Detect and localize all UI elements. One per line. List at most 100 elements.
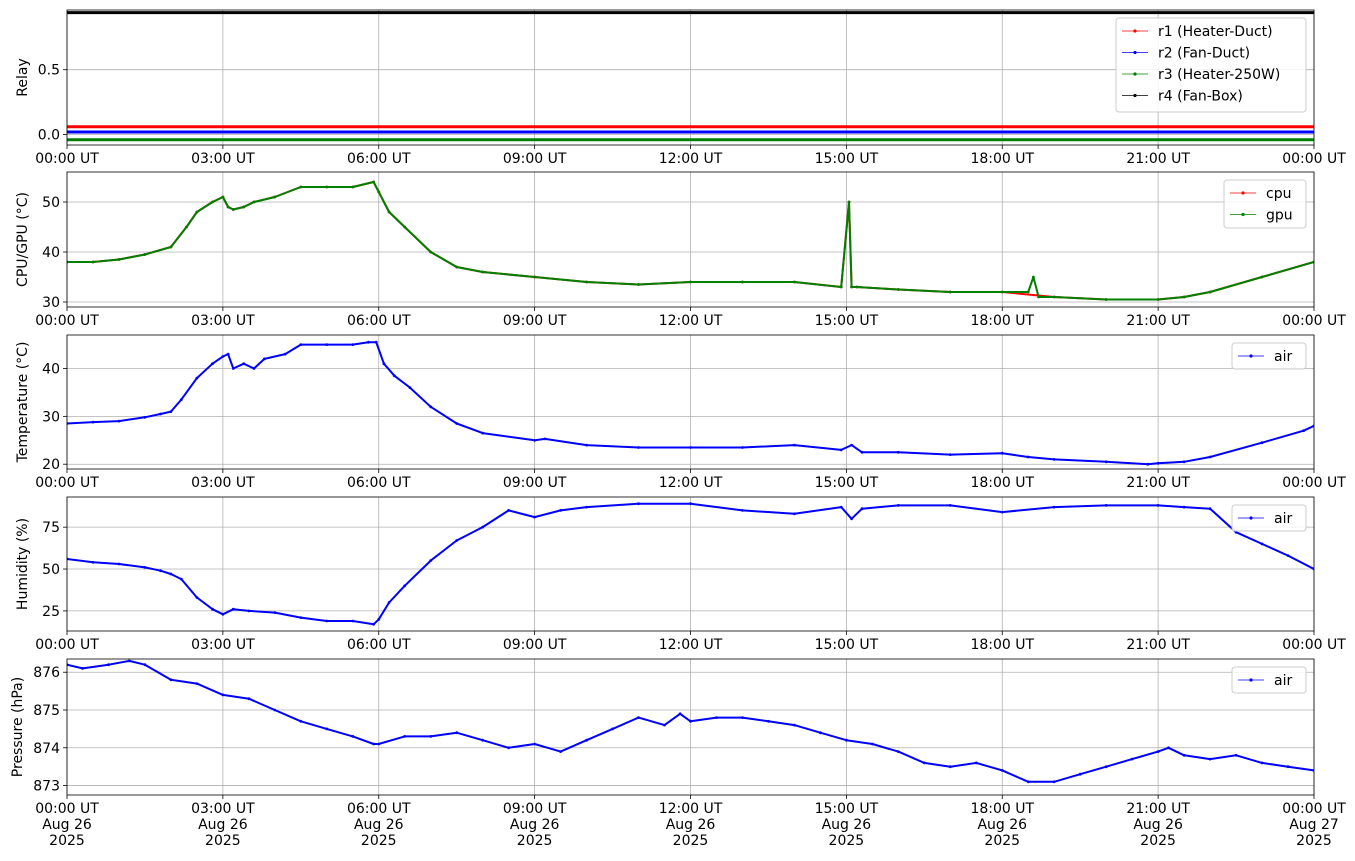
x-tick-label: 03:00 UT bbox=[191, 151, 255, 167]
data-point bbox=[481, 525, 485, 529]
legend-marker bbox=[1133, 93, 1137, 98]
data-point bbox=[637, 283, 640, 286]
data-point bbox=[559, 750, 562, 753]
data-point bbox=[143, 566, 147, 569]
data-point bbox=[273, 611, 277, 614]
legend: r1 (Heater-Duct) r2 (Fan-Duct) r3 (Heater-… bbox=[1115, 17, 1307, 113]
y-tick-label: 75 bbox=[42, 520, 60, 536]
data-point bbox=[221, 195, 225, 199]
data-point bbox=[231, 367, 235, 370]
data-point bbox=[242, 362, 246, 366]
data-point bbox=[533, 275, 536, 279]
data-point bbox=[273, 708, 277, 712]
legend-marker bbox=[1133, 29, 1137, 33]
data-point bbox=[948, 290, 952, 294]
data-point bbox=[896, 504, 900, 507]
x-tick-label: 06:00 UT bbox=[347, 801, 411, 817]
x-tick-label: Aug 26 bbox=[42, 817, 92, 833]
data-point bbox=[1026, 290, 1030, 294]
y-tick-label: 30 bbox=[42, 295, 60, 311]
x-tick-label: 12:00 UT bbox=[659, 637, 723, 653]
data-point bbox=[403, 735, 407, 738]
x-tick-label: 2025 bbox=[49, 833, 85, 849]
data-point bbox=[143, 253, 147, 256]
data-point bbox=[611, 727, 614, 731]
x-tick-label: 06:00 UT bbox=[347, 637, 411, 653]
data-point bbox=[741, 716, 744, 719]
data-point bbox=[1260, 542, 1264, 546]
x-tick-label: 18:00 UT bbox=[970, 637, 1034, 653]
data-point bbox=[195, 682, 199, 685]
data-point bbox=[896, 288, 900, 291]
data-point bbox=[325, 727, 329, 731]
data-point bbox=[1078, 772, 1082, 776]
data-point bbox=[283, 352, 287, 356]
data-point bbox=[226, 352, 230, 356]
data-point bbox=[1104, 298, 1108, 301]
data-point bbox=[299, 719, 303, 723]
data-point bbox=[351, 343, 355, 346]
x-tick-label: 15:00 UT bbox=[815, 637, 879, 653]
data-point bbox=[543, 437, 547, 441]
data-point bbox=[1052, 780, 1056, 784]
legend-frame bbox=[1231, 666, 1307, 694]
data-point bbox=[351, 619, 355, 623]
data-point bbox=[741, 509, 744, 512]
data-point bbox=[273, 195, 277, 199]
data-point bbox=[1208, 507, 1212, 511]
data-point bbox=[767, 719, 770, 723]
data-point bbox=[507, 509, 510, 512]
x-tick-label: 2025 bbox=[205, 833, 241, 849]
data-point bbox=[387, 210, 391, 214]
data-point bbox=[559, 509, 562, 512]
data-point bbox=[948, 765, 952, 769]
x-tick-label: 00:00 UT bbox=[35, 637, 99, 653]
data-point bbox=[169, 410, 173, 413]
x-tick-label: 18:00 UT bbox=[970, 801, 1034, 817]
x-tick-label: 21:00 UT bbox=[1126, 801, 1190, 817]
x-tick-label: 2025 bbox=[361, 833, 397, 849]
data-point bbox=[377, 617, 381, 621]
data-point bbox=[819, 731, 822, 735]
y-tick-label: 0.0 bbox=[38, 128, 60, 144]
data-point bbox=[169, 245, 173, 249]
x-tick-label: 00:00 UT bbox=[35, 313, 99, 329]
data-point bbox=[299, 616, 303, 619]
data-point bbox=[481, 270, 485, 274]
data-point bbox=[533, 438, 536, 442]
x-tick-label: 15:00 UT bbox=[815, 313, 879, 329]
data-point bbox=[455, 539, 459, 542]
y-tick-label: 0.5 bbox=[38, 63, 60, 79]
data-point bbox=[403, 225, 407, 229]
x-tick-label: 00:00 UT bbox=[1282, 475, 1346, 491]
y-tick-label: 40 bbox=[42, 245, 60, 261]
y-tick-label: 20 bbox=[42, 457, 60, 473]
data-point bbox=[403, 584, 407, 588]
data-point bbox=[1182, 505, 1186, 509]
data-point bbox=[429, 405, 433, 409]
x-tick-label: Aug 26 bbox=[1133, 817, 1183, 833]
legend-label: cpu bbox=[1266, 186, 1291, 202]
x-tick-label: 2025 bbox=[517, 833, 553, 849]
legend-frame bbox=[1223, 179, 1307, 229]
data-point bbox=[117, 562, 121, 566]
x-tick-label: 03:00 UT bbox=[191, 475, 255, 491]
y-axis-label: CPU/GPU (°C) bbox=[15, 192, 31, 287]
data-point bbox=[585, 280, 588, 284]
data-point bbox=[429, 735, 433, 738]
data-point bbox=[533, 742, 536, 746]
x-tick-label: 18:00 UT bbox=[970, 475, 1034, 491]
legend-label: r1 (Heater-Duct) bbox=[1158, 24, 1273, 40]
y-tick-label: 876 bbox=[33, 665, 60, 681]
data-point bbox=[117, 419, 121, 423]
legend-label: air bbox=[1274, 511, 1292, 527]
data-point bbox=[159, 569, 162, 573]
x-tick-label: Aug 27 bbox=[1289, 817, 1339, 833]
data-point bbox=[1286, 765, 1290, 769]
data-point bbox=[367, 340, 370, 344]
x-tick-label: 21:00 UT bbox=[1126, 151, 1190, 167]
y-tick-label: 40 bbox=[42, 362, 60, 378]
legend-frame bbox=[1231, 504, 1307, 532]
data-point bbox=[127, 659, 131, 663]
data-point bbox=[1182, 460, 1186, 464]
